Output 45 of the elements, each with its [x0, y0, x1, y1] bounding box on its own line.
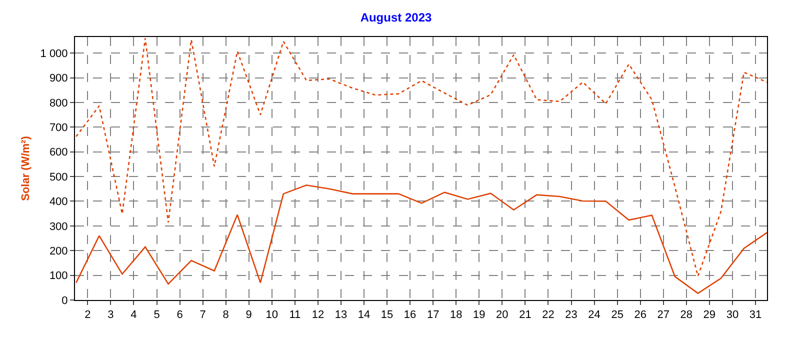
x-tick-label: 23: [565, 309, 578, 322]
y-tick-label: 600: [49, 146, 68, 159]
x-tick-label: 20: [496, 309, 508, 322]
y-tick-label: 1 000: [40, 48, 68, 60]
x-tick-label: 14: [358, 309, 370, 322]
x-tick-label: 15: [380, 309, 394, 322]
x-tick-label: 2: [84, 309, 91, 322]
x-tick-label: 18: [450, 309, 462, 322]
x-tick-label: 25: [611, 309, 624, 322]
x-tick-label: 30: [726, 309, 739, 322]
y-tick-label: 300: [49, 220, 68, 233]
line-series: [76, 38, 767, 277]
x-tick-label: 13: [334, 309, 348, 322]
y-tick-label: 0: [62, 294, 68, 307]
x-tick-label: 7: [200, 309, 206, 322]
line-series: [76, 184, 767, 294]
x-tick-label: 28: [680, 309, 693, 322]
x-tick-label: 19: [473, 309, 486, 322]
y-axis-title: Solar (W/m²): [20, 136, 32, 201]
x-tick-label: 9: [246, 309, 252, 322]
x-tick-label: 16: [404, 309, 416, 322]
x-tick-label: 21: [519, 309, 532, 322]
y-tick-label: 900: [49, 72, 68, 85]
y-tick-label: 100: [49, 270, 68, 282]
x-tick-label: 6: [176, 309, 183, 322]
y-tick-label: 800: [49, 97, 68, 110]
x-tick-label: 11: [289, 309, 301, 322]
y-tick-label: 700: [49, 122, 68, 134]
x-tick-label: 10: [266, 309, 278, 322]
x-tick-label: 8: [222, 309, 229, 322]
x-tick-label: 26: [634, 309, 646, 322]
x-tick-label: 22: [542, 309, 554, 322]
x-tick-label: 24: [588, 309, 600, 322]
x-tick-label: 27: [657, 309, 670, 322]
chart-title: August 2023: [360, 10, 432, 25]
x-tick-label: 5: [154, 309, 160, 322]
y-tick-label: 400: [49, 196, 68, 208]
x-tick-label: 12: [312, 309, 324, 322]
x-tick-label: 3: [108, 309, 114, 322]
x-tick-label: 29: [703, 309, 716, 322]
y-tick-label: 200: [49, 245, 68, 258]
y-tick-label: 500: [49, 171, 68, 184]
x-tick-label: 17: [426, 309, 440, 322]
x-tick-label: 4: [130, 309, 137, 322]
x-tick-label: 31: [749, 309, 762, 322]
